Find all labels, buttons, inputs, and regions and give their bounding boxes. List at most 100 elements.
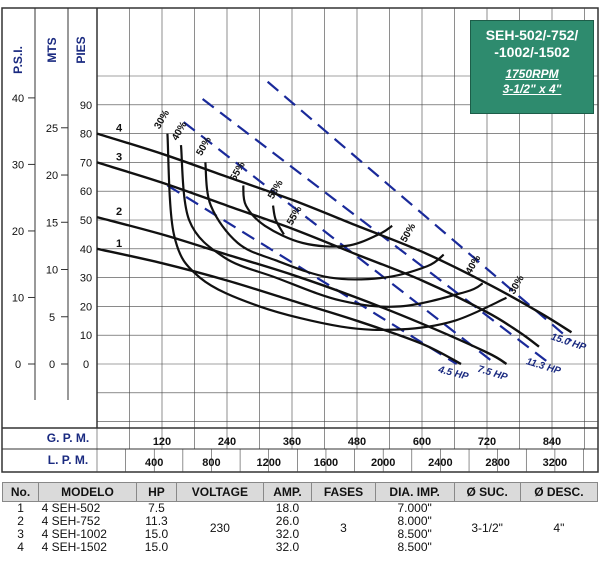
pies-tick-label: 30: [80, 273, 92, 285]
col-voltage: VOLTAGE: [176, 482, 264, 502]
pies-tick-label: 10: [80, 330, 92, 342]
gpm-axis-label: G. P. M.: [47, 431, 89, 445]
spec-table: No. MODELO HP VOLTAGE AMP. FASES DIA. IM…: [1, 482, 599, 554]
table-row: 1 4 SEH-502 7.5 230 18.0 3 7.000" 3-1/2"…: [3, 501, 598, 534]
col-dia-imp: DIA. IMP.: [374, 482, 455, 502]
mts-tick-label: 20: [46, 170, 58, 182]
cell-no: 4: [17, 540, 24, 554]
lpm-tick-label: 1200: [256, 457, 280, 469]
col-no: No.: [1, 482, 40, 502]
col-hp: HP: [135, 482, 178, 502]
gpm-tick-label: 600: [413, 436, 431, 448]
mts-tick-label: 15: [46, 217, 58, 229]
table-row: 2 4 SEH-752 11.3 26.0 8.000": [3, 515, 598, 528]
axis-columns: P.S.I. MTS PIES G. P. M. L. P. M.: [2, 8, 598, 467]
lpm-axis-label: L. P. M.: [48, 453, 88, 467]
axis-ticks: 0102030400510152025010203040506070809012…: [12, 93, 567, 469]
col-amp: AMP.: [262, 482, 313, 502]
table-row: 4 4 SEH-1502 15.0 32.0 8.500": [3, 541, 598, 554]
lpm-tick-label: 2400: [428, 457, 452, 469]
mts-tick-label: 0: [49, 359, 55, 371]
efficiency-curve: [179, 145, 484, 308]
psi-axis-label: P.S.I.: [11, 46, 25, 74]
gpm-tick-label: 720: [478, 436, 496, 448]
lpm-tick-label: 1600: [314, 457, 338, 469]
col-discharge: Ø DESC.: [519, 482, 599, 502]
lpm-tick-label: 3200: [543, 457, 567, 469]
pies-tick-label: 40: [80, 244, 92, 256]
cell-hp: 11.3: [145, 514, 168, 528]
pies-tick-label: 0: [83, 359, 89, 371]
cell-modelo: 4 SEH-752: [41, 514, 101, 528]
gpm-tick-label: 480: [348, 436, 366, 448]
cell-dia-imp: 8.500": [397, 540, 432, 554]
title-models-line-1: SEH-502/-752/: [485, 27, 579, 43]
mts-tick-label: 5: [49, 312, 55, 324]
cell-hp: 15.0: [144, 540, 169, 554]
lpm-tick-label: 2000: [371, 457, 395, 469]
cell-modelo: 4 SEH-502: [41, 501, 101, 515]
pies-tick-label: 70: [80, 157, 92, 169]
lpm-tick-label: 800: [202, 457, 220, 469]
gpm-tick-label: 240: [218, 436, 236, 448]
psi-tick-label: 20: [12, 226, 24, 238]
efficiency-curve: [204, 162, 445, 281]
hp-line: [201, 98, 548, 362]
cell-no: 1: [17, 501, 24, 515]
cell-dia-imp: 7.000": [397, 501, 432, 515]
head-curve-label: 2: [116, 206, 122, 218]
gpm-tick-label: 840: [543, 436, 561, 448]
head-curve-label: 3: [116, 151, 122, 163]
title-size: 3-1/2" x 4": [502, 82, 562, 96]
cell-dia-imp: 8.000": [397, 514, 432, 528]
pies-axis-label: PIES: [74, 36, 88, 63]
cell-hp: 7.5: [148, 501, 165, 515]
gpm-tick-label: 360: [283, 436, 301, 448]
pies-tick-label: 20: [80, 301, 92, 313]
pies-tick-label: 80: [80, 129, 92, 141]
head-curve: [96, 161, 540, 348]
head-curve-label: 4: [116, 123, 123, 135]
hp-line: [266, 80, 573, 342]
col-modelo: MODELO: [38, 482, 137, 502]
cell-suction: 3-1/2": [471, 520, 503, 535]
title-models-line-2: -1002/-1502: [494, 44, 570, 60]
col-suction: Ø SUC.: [453, 482, 521, 502]
mts-axis-label: MTS: [45, 37, 59, 62]
col-fases: FASES: [311, 482, 376, 502]
pies-tick-label: 60: [80, 186, 92, 198]
cell-hp: 15.0: [144, 527, 169, 541]
head-curve: [96, 247, 462, 366]
head-curve-label: 1: [116, 238, 122, 250]
pies-tick-label: 90: [80, 100, 92, 112]
cell-dia-imp: 8.500": [397, 527, 432, 541]
cell-no: 2: [17, 514, 24, 528]
cell-discharge: 4": [553, 520, 565, 535]
cell-amp: 32.0: [275, 540, 300, 554]
title-speed: 1750RPM: [505, 67, 559, 81]
lpm-tick-label: 400: [145, 457, 163, 469]
pies-tick-label: 50: [80, 215, 92, 227]
head-curve: [96, 215, 508, 366]
head-curve: [96, 132, 573, 334]
cell-fases: 3: [340, 520, 347, 535]
lpm-tick-label: 2800: [485, 457, 509, 469]
mts-tick-label: 10: [46, 265, 58, 277]
psi-tick-label: 40: [12, 93, 24, 105]
cell-modelo: 4 SEH-1002: [41, 527, 107, 541]
psi-tick-label: 10: [12, 292, 24, 304]
cell-modelo: 4 SEH-1502: [41, 540, 107, 554]
cell-amp: 18.0: [275, 501, 300, 515]
title-box: SEH-502/-752/ -1002/-1502 1750RPM 3-1/2"…: [470, 20, 594, 114]
gpm-tick-label: 120: [153, 436, 171, 448]
efficiency-curve: [166, 133, 507, 332]
mts-tick-label: 25: [46, 123, 58, 135]
cell-no: 3: [17, 527, 24, 541]
cell-amp: 26.0: [275, 514, 300, 528]
head-curves: 1 2 3 4: [96, 123, 573, 366]
table-row: 3 4 SEH-1002 15.0 32.0 8.500": [3, 528, 598, 541]
efficiency-curve: [271, 205, 285, 235]
cell-voltage: 230: [209, 520, 230, 535]
cell-amp: 32.0: [275, 527, 300, 541]
spec-table-header: No. MODELO HP VOLTAGE AMP. FASES DIA. IM…: [1, 482, 599, 502]
